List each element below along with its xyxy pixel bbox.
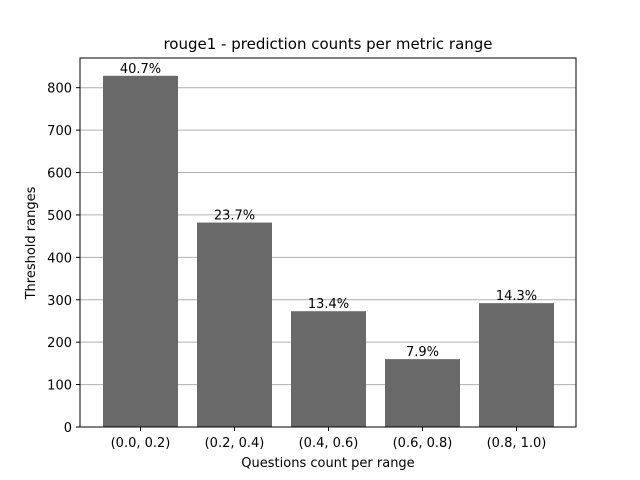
bar-2 [291,311,366,427]
bar-4 [479,303,554,427]
data-label-3: 7.9% [406,345,439,360]
bar-3 [385,359,460,427]
data-label-0: 40.7% [120,62,161,77]
x-tick-label-2: (0.4, 0.6) [299,436,359,451]
y-tick-label: 400 [47,251,72,266]
bar-0 [103,75,178,428]
y-tick-label: 100 [47,379,72,394]
y-axis-label: Threshold ranges [24,186,39,300]
y-tick-label: 600 [47,167,72,182]
x-tick-label-1: (0.2, 0.4) [205,436,265,451]
y-tick-label: 200 [47,336,72,351]
data-label-4: 14.3% [496,289,537,304]
y-tick-label: 0 [64,421,72,436]
data-label-2: 13.4% [308,297,349,312]
x-tick-label-0: (0.0, 0.2) [111,436,171,451]
x-tick-label-4: (0.8, 1.0) [487,436,547,451]
y-tick-label: 800 [47,82,72,97]
y-tick-label: 700 [47,124,72,139]
x-tick-label-3: (0.6, 0.8) [393,436,453,451]
x-axis-label: Questions count per range [241,456,414,471]
bars [103,75,554,428]
y-tick-label: 300 [47,294,72,309]
data-label-1: 23.7% [214,209,255,224]
y-axis-ticks: 0 100 200 300 400 500 600 700 800 [47,82,80,436]
y-tick-label: 500 [47,209,72,224]
data-labels: 40.7% 23.7% 13.4% 7.9% 14.3% [120,62,537,360]
chart-title: rouge1 - prediction counts per metric ra… [163,35,492,53]
bar-1 [197,222,272,427]
x-axis-ticks: (0.0, 0.2) (0.2, 0.4) (0.4, 0.6) (0.6, 0.8)… [111,427,547,451]
